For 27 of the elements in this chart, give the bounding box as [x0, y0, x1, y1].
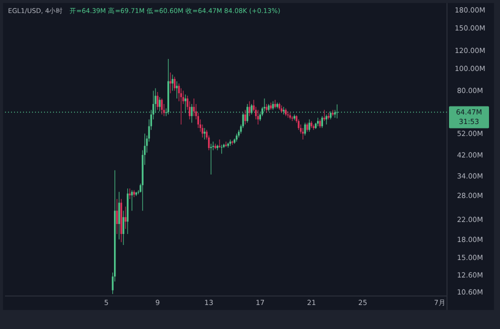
- candlestick: [122, 210, 124, 246]
- candlestick: [287, 111, 289, 118]
- candlestick: [280, 105, 282, 114]
- candlestick: [204, 128, 206, 140]
- candlestick: [218, 139, 220, 148]
- candlestick: [225, 141, 227, 148]
- candlestick: [328, 112, 330, 120]
- candlestick: [248, 100, 250, 116]
- candlestick: [124, 206, 126, 230]
- candlestick: [193, 98, 195, 116]
- candlestick: [264, 98, 266, 112]
- candlestick: [302, 128, 304, 140]
- candlestick: [257, 110, 259, 125]
- candlestick: [336, 104, 338, 119]
- candlestick: [304, 122, 306, 136]
- candlestick: [180, 88, 182, 125]
- candlestick: [156, 92, 158, 110]
- candlestick: [172, 74, 174, 91]
- candlestick: [116, 198, 118, 234]
- candlestick: [308, 119, 310, 132]
- candlestick: [170, 72, 172, 94]
- candlestick: [131, 190, 133, 211]
- candlestick: [210, 143, 212, 175]
- candlestick: [128, 188, 131, 200]
- candlestick: [326, 114, 328, 125]
- candlestick: [323, 110, 326, 122]
- candlestick: [216, 144, 218, 151]
